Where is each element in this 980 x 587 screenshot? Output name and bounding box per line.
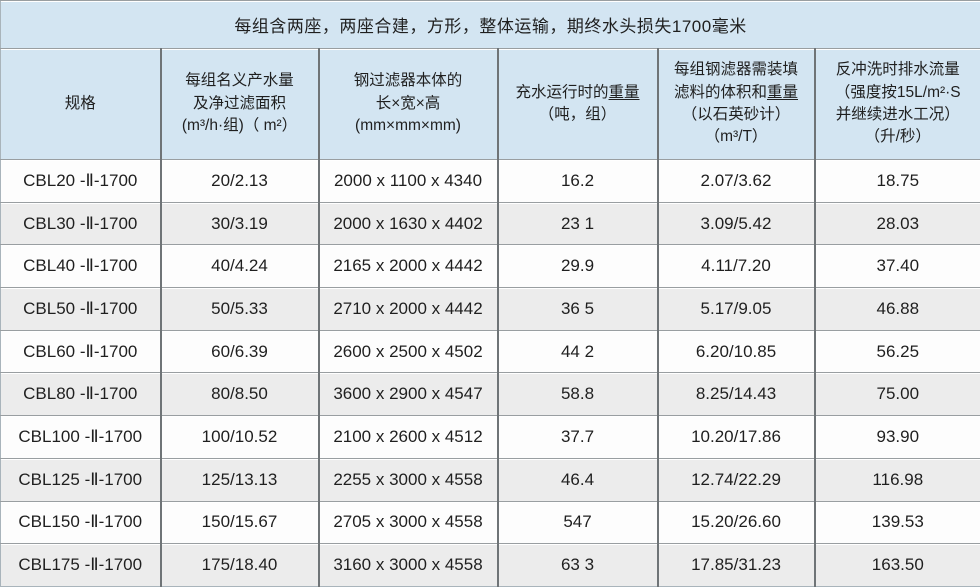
table-row: CBL30 -Ⅱ-1700 30/3.19 2000 x 1630 x 4402 23… (0, 201, 980, 245)
data-cell: 100/10.52 (159, 415, 319, 459)
spec-model-cell: CBL30 -Ⅱ-1700 (0, 201, 161, 245)
data-cell: 10.20/17.86 (656, 415, 815, 459)
data-cell: 30/3.19 (159, 201, 319, 245)
data-cell: 3.09/5.42 (656, 201, 815, 245)
data-cell: 44 2 (496, 329, 658, 373)
column-header-nominal-output-filter-area: 每组名义产水量 及净过滤面积 (m³/h·组)（ m²） (159, 48, 319, 160)
table-row: CBL50 -Ⅱ-1700 50/5.33 2710 x 2000 x 4442 36… (0, 287, 980, 331)
data-cell: 56.25 (813, 329, 980, 373)
data-cell: 80/8.50 (159, 372, 319, 416)
column-header-water-filled-weight: 充水运行时的重量 （吨，组） (496, 48, 658, 160)
spec-model-cell: CBL50 -Ⅱ-1700 (0, 287, 161, 331)
data-cell: 37.7 (496, 415, 658, 459)
data-cell: 2.07/3.62 (656, 159, 815, 203)
spec-model-cell: CBL100 -Ⅱ-1700 (0, 415, 161, 459)
spec-model-cell: CBL150 -Ⅱ-1700 (0, 500, 161, 544)
table-row: CBL150 -Ⅱ-1700 150/15.67 2705 x 3000 x 455… (0, 500, 980, 544)
data-cell: 20/2.13 (159, 159, 319, 203)
data-cell: 4.11/7.20 (656, 244, 815, 288)
data-cell: 2000 x 1100 x 4340 (317, 159, 498, 203)
data-cell: 50/5.33 (159, 287, 319, 331)
data-cell: 2710 x 2000 x 4442 (317, 287, 498, 331)
data-cell: 2705 x 3000 x 4558 (317, 500, 498, 544)
data-cell: 18.75 (813, 159, 980, 203)
data-cell: 16.2 (496, 159, 658, 203)
table-row: CBL175 -Ⅱ-1700 175/18.40 3160 x 3000 x 455… (0, 543, 980, 587)
header-row: 规格 每组名义产水量 及净过滤面积 (m³/h·组)（ m²） 钢过滤器本体的 长×宽×高… (0, 48, 980, 160)
table-row: CBL80 -Ⅱ-1700 80/8.50 3600 x 2900 x 4547 58… (0, 372, 980, 416)
spec-model-cell: CBL60 -Ⅱ-1700 (0, 329, 161, 373)
data-cell: 75.00 (813, 372, 980, 416)
data-cell: 29.9 (496, 244, 658, 288)
data-cell: 125/13.13 (159, 457, 319, 501)
data-cell: 12.74/22.29 (656, 457, 815, 501)
data-cell: 60/6.39 (159, 329, 319, 373)
data-cell: 5.17/9.05 (656, 287, 815, 331)
spec-model-cell: CBL40 -Ⅱ-1700 (0, 244, 161, 288)
data-cell: 2255 x 3000 x 4558 (317, 457, 498, 501)
spec-model-cell: CBL175 -Ⅱ-1700 (0, 543, 161, 587)
data-cell: 150/15.67 (159, 500, 319, 544)
data-cell: 3600 x 2900 x 4547 (317, 372, 498, 416)
data-cell: 63 3 (496, 543, 658, 587)
column-header-media-volume-weight: 每组钢滤器需装填 滤料的体积和重量 （以石英砂计） （m³/T） (656, 48, 815, 160)
data-cell: 8.25/14.43 (656, 372, 815, 416)
spec-model-cell: CBL80 -Ⅱ-1700 (0, 372, 161, 416)
data-cell: 3160 x 3000 x 4558 (317, 543, 498, 587)
data-cell: 6.20/10.85 (656, 329, 815, 373)
table-row: CBL100 -Ⅱ-1700 100/10.52 2100 x 2600 x 451… (0, 415, 980, 459)
table-row: CBL60 -Ⅱ-1700 60/6.39 2600 x 2500 x 4502 44… (0, 329, 980, 373)
data-cell: 58.8 (496, 372, 658, 416)
table-row: CBL125 -Ⅱ-1700 125/13.13 2255 x 3000 x 455… (0, 457, 980, 501)
data-cell: 23 1 (496, 201, 658, 245)
data-cell: 2100 x 2600 x 4512 (317, 415, 498, 459)
data-cell: 2600 x 2500 x 4502 (317, 329, 498, 373)
data-cell: 28.03 (813, 201, 980, 245)
data-cell: 175/18.40 (159, 543, 319, 587)
data-cell: 17.85/31.23 (656, 543, 815, 587)
data-cell: 40/4.24 (159, 244, 319, 288)
data-cell: 547 (496, 500, 658, 544)
spec-model-cell: CBL20 -Ⅱ-1700 (0, 159, 161, 203)
data-cell: 15.20/26.60 (656, 500, 815, 544)
table-body: CBL20 -Ⅱ-1700 20/2.13 2000 x 1100 x 4340 16… (0, 159, 980, 587)
column-header-filter-body-dimensions: 钢过滤器本体的 长×宽×高 (mm×mm×mm) (317, 48, 498, 160)
data-cell: 46.88 (813, 287, 980, 331)
data-cell: 116.98 (813, 457, 980, 501)
table-title: 每组含两座，两座合建，方形，整体运输，期终水头损失1700毫米 (0, 0, 980, 49)
table-row: CBL40 -Ⅱ-1700 40/4.24 2165 x 2000 x 4442 29… (0, 244, 980, 288)
data-cell: 93.90 (813, 415, 980, 459)
spec-model-cell: CBL125 -Ⅱ-1700 (0, 457, 161, 501)
data-cell: 163.50 (813, 543, 980, 587)
data-cell: 37.40 (813, 244, 980, 288)
column-header-backwash-drain-flow: 反冲洗时排水流量 （强度按15L/m²·S 并继续进水工况） （升/秒） (813, 48, 980, 160)
table-row: CBL20 -Ⅱ-1700 20/2.13 2000 x 1100 x 4340 16… (0, 159, 980, 203)
data-cell: 2165 x 2000 x 4442 (317, 244, 498, 288)
data-cell: 2000 x 1630 x 4402 (317, 201, 498, 245)
data-cell: 46.4 (496, 457, 658, 501)
data-cell: 139.53 (813, 500, 980, 544)
title-row: 每组含两座，两座合建，方形，整体运输，期终水头损失1700毫米 (0, 0, 980, 49)
data-cell: 36 5 (496, 287, 658, 331)
column-header-spec: 规格 (0, 48, 161, 160)
